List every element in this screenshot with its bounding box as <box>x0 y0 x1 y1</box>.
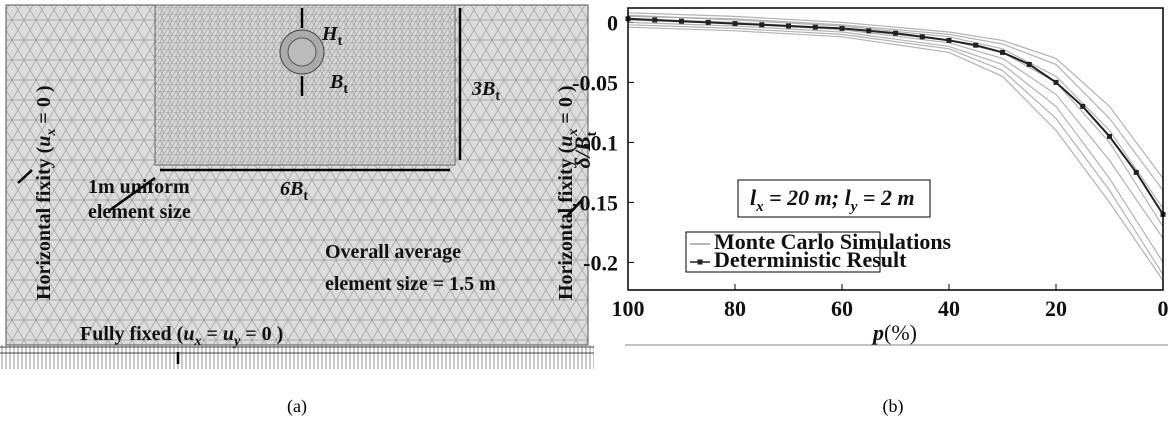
label-part: t <box>303 189 308 204</box>
label-part: Fully fixed ( <box>80 323 184 345</box>
figure: Ht Bt 3Bt 6Bt 1m uniform element size Ov… <box>0 0 1168 432</box>
x-tick-label: 40 <box>938 296 960 321</box>
marker <box>813 25 818 30</box>
label: element size = 1.5 m <box>325 273 496 295</box>
label-part: x <box>44 129 59 137</box>
marker <box>786 24 791 29</box>
marker <box>652 18 657 23</box>
label-part: H <box>321 23 339 45</box>
label-part: t <box>495 89 500 104</box>
label-part: 6B <box>280 178 303 200</box>
mesh-panel: Ht Bt 3Bt 6Bt 1m uniform element size Ov… <box>0 5 594 369</box>
marker <box>1027 62 1032 67</box>
label-part: 3B <box>471 78 495 100</box>
annotation-part: y <box>849 199 858 215</box>
annotation-part: = 2 m <box>857 185 914 210</box>
label-part: x <box>566 129 581 137</box>
marker <box>920 34 925 39</box>
label-part: u <box>33 136 55 147</box>
marker <box>1134 170 1139 175</box>
label-part: = 0 ) <box>33 86 55 129</box>
marker <box>679 19 684 24</box>
marker <box>1107 134 1112 139</box>
label-part: t <box>343 82 348 97</box>
x-tick-label: 20 <box>1045 296 1067 321</box>
label-part: Horizontal fixity ( <box>33 146 55 300</box>
label-part: = 0 ) <box>240 323 283 345</box>
y-tick-label: -0.15 <box>572 190 618 215</box>
x-tick-label: 80 <box>724 296 746 321</box>
y-tick-label: -0.05 <box>572 70 618 95</box>
label-part: t <box>338 34 343 49</box>
label-part: (%) <box>884 320 917 345</box>
label: Overall average <box>325 241 461 263</box>
y-tick-label: 0 <box>607 10 618 35</box>
marker <box>1080 104 1085 109</box>
label: element size <box>88 201 191 223</box>
label-part: p <box>871 320 884 345</box>
label-part: u <box>223 323 234 345</box>
x-axis-label: p(%) <box>871 320 917 345</box>
x-tick-label: 100 <box>612 296 645 321</box>
label-part: x <box>193 334 201 349</box>
marker <box>840 26 845 31</box>
marker <box>973 43 978 48</box>
marker <box>893 31 898 36</box>
caption: (a) <box>287 396 307 417</box>
label: 1m uniform <box>88 176 190 198</box>
tunnel-inner <box>288 38 316 66</box>
legend-marker <box>698 260 703 265</box>
marker <box>706 20 711 25</box>
x-tick-label: 0 <box>1158 296 1168 321</box>
y-tick-label: -0.2 <box>583 250 618 275</box>
label-part: B <box>329 71 343 93</box>
caption: (b) <box>883 396 904 417</box>
label-part: u <box>183 323 194 345</box>
marker <box>947 38 952 43</box>
y-tick-label: -0.1 <box>583 130 618 155</box>
marker <box>759 22 764 27</box>
ground-support <box>0 345 594 369</box>
marker <box>1000 50 1005 55</box>
label-part: = <box>201 323 222 345</box>
marker <box>1054 80 1059 85</box>
annotation-part: = 20 m; <box>764 185 845 210</box>
marker <box>866 28 871 33</box>
legend-label: Deterministic Result <box>714 247 907 272</box>
fine-mesh <box>155 5 455 165</box>
marker <box>733 21 738 26</box>
x-tick-label: 60 <box>831 296 853 321</box>
